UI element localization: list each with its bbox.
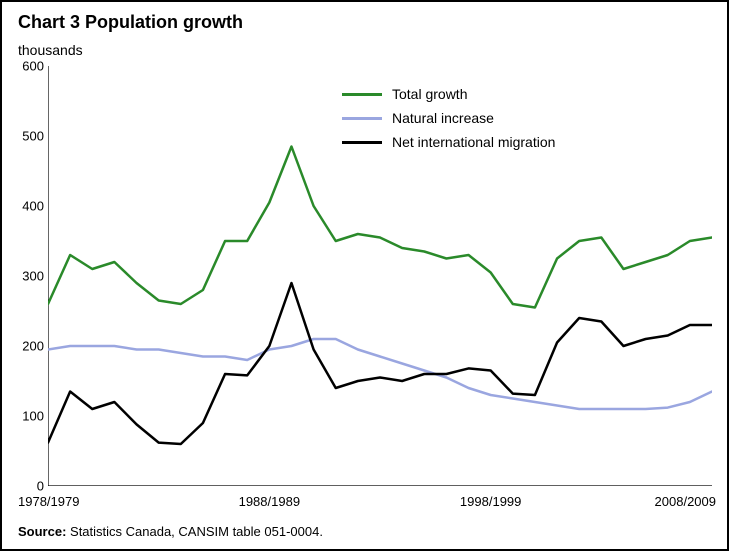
- chart-title: Chart 3 Population growth: [18, 12, 243, 33]
- y-tick-label: 300: [10, 269, 44, 284]
- legend-item: Net international migration: [342, 134, 555, 150]
- x-tick-label: 1988/1989: [239, 494, 300, 509]
- legend-label: Total growth: [392, 86, 467, 102]
- legend: Total growth Natural increase Net internat…: [342, 86, 555, 158]
- legend-swatch: [342, 117, 382, 120]
- legend-item: Natural increase: [342, 110, 555, 126]
- x-tick-label: 1998/1999: [460, 494, 521, 509]
- legend-swatch: [342, 141, 382, 144]
- y-tick-label: 600: [10, 59, 44, 74]
- y-tick-label: 0: [10, 479, 44, 494]
- y-axis-label: thousands: [18, 42, 83, 58]
- y-tick-label: 100: [10, 409, 44, 424]
- y-tick-label: 200: [10, 339, 44, 354]
- series-line: [48, 339, 712, 409]
- source-line: Source: Statistics Canada, CANSIM table …: [18, 524, 323, 539]
- series-line: [48, 147, 712, 308]
- x-tick-label: 2008/2009: [655, 494, 716, 509]
- source-prefix: Source:: [18, 524, 66, 539]
- legend-label: Natural increase: [392, 110, 494, 126]
- source-text: Statistics Canada, CANSIM table 051-0004…: [66, 524, 323, 539]
- legend-item: Total growth: [342, 86, 555, 102]
- y-tick-label: 400: [10, 199, 44, 214]
- chart-container: Chart 3 Population growth thousands 0 100…: [0, 0, 729, 551]
- y-tick-label: 500: [10, 129, 44, 144]
- legend-label: Net international migration: [392, 134, 555, 150]
- legend-swatch: [342, 93, 382, 96]
- series-line: [48, 283, 712, 444]
- x-tick-label: 1978/1979: [18, 494, 79, 509]
